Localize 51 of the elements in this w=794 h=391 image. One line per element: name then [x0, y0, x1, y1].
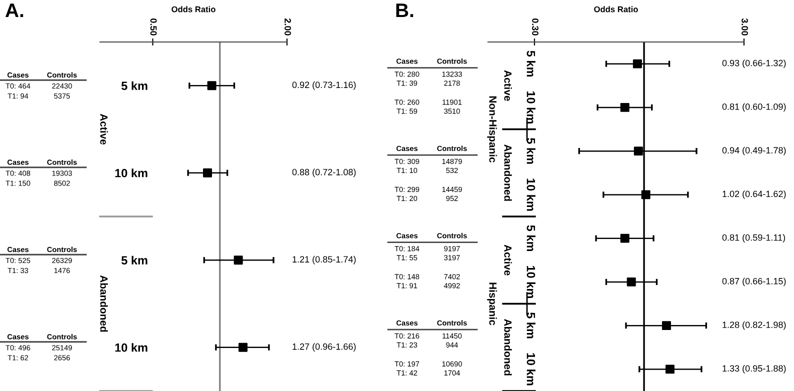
point	[632, 59, 642, 68]
y-tick-label: 5 km	[526, 50, 536, 77]
point	[207, 81, 216, 90]
y-tick-label: 5 km	[526, 225, 536, 252]
annotation: Active	[100, 114, 108, 145]
x-tick-label: 2.00	[284, 18, 291, 36]
y-tick-label: 5 km	[526, 138, 536, 164]
point	[620, 102, 630, 112]
point	[665, 364, 674, 374]
data-label: 0.81 (0.60-1.09)	[722, 103, 786, 112]
annotation: Abandoned	[504, 318, 512, 376]
point	[202, 168, 212, 178]
data-label: 0.94 (0.49-1.78)	[722, 146, 786, 156]
annotation: Active	[504, 70, 512, 101]
y-tick-label: 5 km	[526, 312, 536, 338]
data-label: 0.93 (0.66-1.32)	[722, 60, 786, 68]
x-axis-title: Odds Ratio	[594, 6, 638, 12]
point	[238, 342, 248, 352]
chart-title: B.	[396, 4, 414, 18]
y-tick-label: 5 km	[121, 81, 148, 90]
annotation: Abandoned	[100, 275, 108, 332]
data-label: 1.02 (0.64-1.62)	[722, 190, 786, 199]
x-axis-title: Odds Ratio	[172, 6, 216, 12]
annotation: Non-Hispanic	[487, 96, 497, 163]
data-label: 1.28 (0.82-1.98)	[722, 321, 786, 330]
y-tick-label: 10 km	[115, 168, 148, 178]
y-tick-label: 10 km	[526, 266, 536, 298]
data-label: 0.88 (0.72-1.08)	[292, 168, 356, 178]
chart-title: A.	[5, 4, 24, 18]
point	[662, 321, 671, 330]
data-label: 1.33 (0.95-1.88)	[722, 364, 786, 374]
data-label: 1.27 (0.96-1.66)	[292, 343, 356, 352]
data-label: 0.87 (0.66-1.15)	[722, 278, 786, 286]
point	[634, 146, 643, 156]
y-tick-label: 10 km	[526, 91, 536, 124]
point	[626, 277, 636, 286]
annotation: Active	[504, 244, 512, 276]
data-label: 0.92 (0.73-1.16)	[292, 81, 356, 90]
annotation: Hispanic	[487, 282, 497, 326]
data-label: 0.81 (0.59-1.11)	[722, 234, 786, 243]
point	[234, 256, 243, 265]
y-tick-label: 5 km	[121, 256, 148, 265]
data-label: 1.21 (0.85-1.74)	[292, 256, 356, 264]
y-tick-label: 10 km	[526, 178, 536, 211]
x-tick-label: 3.00	[742, 18, 748, 36]
y-tick-label: 10 km	[526, 353, 536, 386]
x-tick-label: 0.50	[150, 18, 157, 36]
x-tick-label: 0.30	[532, 18, 538, 36]
annotation: Abandoned	[504, 144, 512, 201]
point	[620, 234, 630, 243]
y-tick-label: 10 km	[115, 343, 148, 352]
